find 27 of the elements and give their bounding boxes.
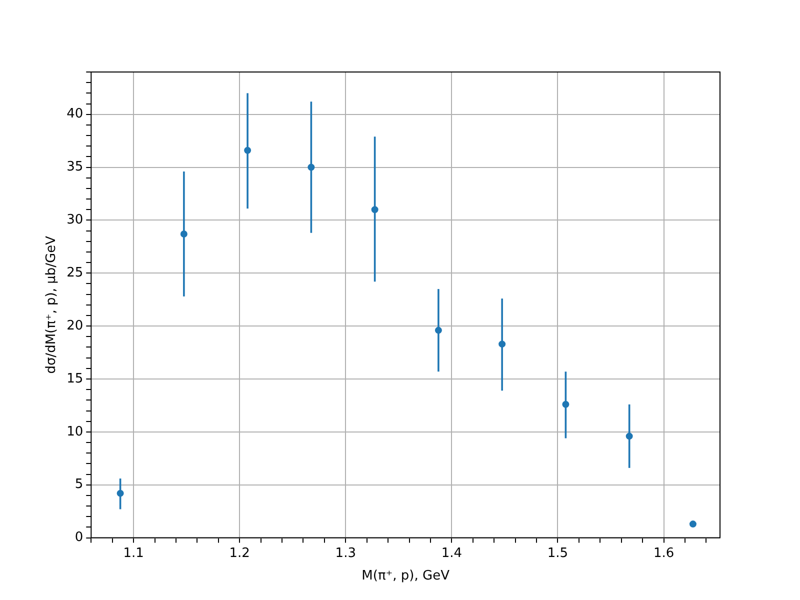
y-tick-label: 35 [66, 160, 84, 175]
x-tick-label: 1.3 [335, 546, 356, 561]
point [371, 206, 378, 214]
y-tick-label: 25 [66, 266, 84, 281]
point [434, 326, 442, 334]
y-axis-title: dσ/dM(π⁺, p), μb/GeV [44, 236, 60, 374]
point [180, 230, 188, 238]
point [116, 490, 124, 497]
x-tick-label: 1.2 [229, 546, 250, 561]
point [498, 340, 506, 348]
point [308, 164, 315, 171]
point [626, 432, 633, 440]
y-tick-label: 5 [74, 477, 84, 492]
x-tick-label: 1.1 [123, 546, 144, 561]
y-tick-label: 0 [74, 530, 84, 546]
x-axis-title: M(π⁺, p), GeV [362, 568, 450, 584]
y-tick-label: 10 [66, 424, 84, 440]
y-tick-label: 40 [66, 106, 84, 122]
x-tick-label: 1.6 [653, 546, 674, 561]
point [562, 400, 570, 408]
x-tick-label: 1.4 [441, 546, 462, 561]
x-tick-label: 1.5 [547, 546, 568, 561]
point [244, 146, 252, 154]
y-tick-label: 20 [66, 318, 84, 334]
y-tick-label: 15 [66, 371, 84, 386]
y-tick-label: 30 [66, 212, 84, 228]
point [689, 520, 696, 528]
